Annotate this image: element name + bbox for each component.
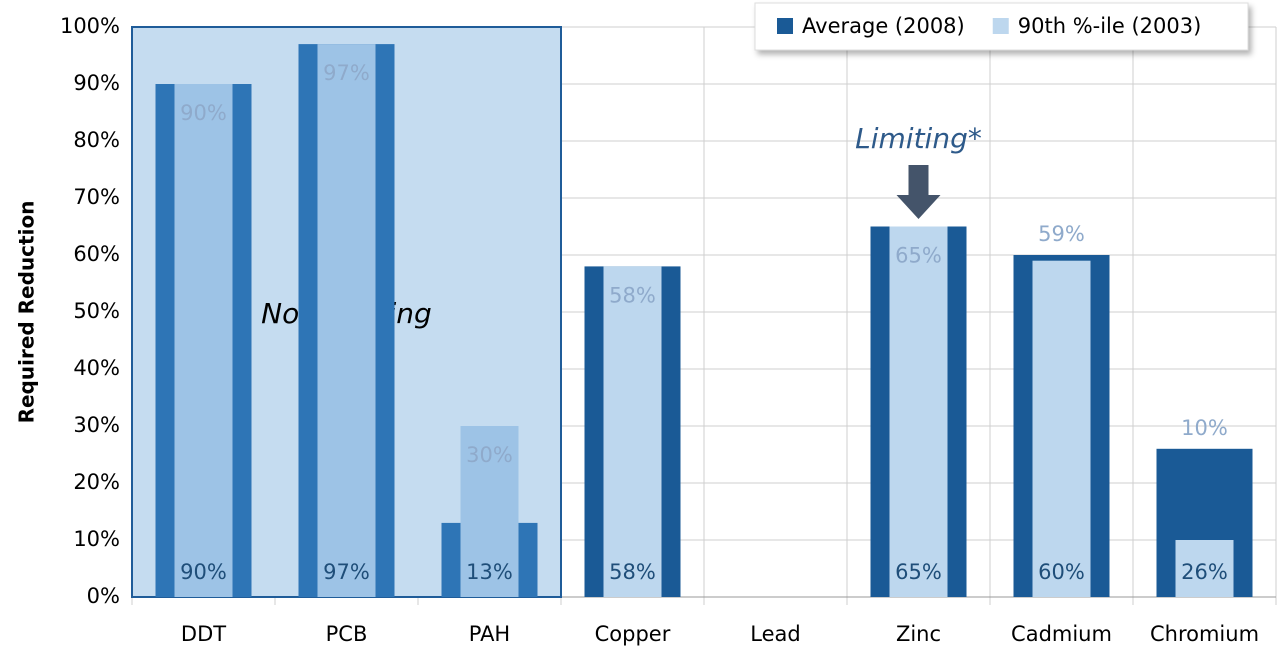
y-tick-label: 80%	[73, 128, 120, 152]
data-label: 60%	[1038, 560, 1085, 584]
y-tick-label: 20%	[73, 470, 120, 494]
x-tick-label: Cadmium	[1011, 622, 1112, 646]
bar	[174, 84, 233, 597]
bar	[460, 426, 519, 597]
x-tick-label: Zinc	[896, 622, 941, 646]
x-tick-label: DDT	[181, 622, 226, 646]
x-tick-label: Lead	[750, 622, 800, 646]
data-label: 97%	[323, 61, 370, 85]
legend-swatch	[777, 18, 793, 34]
bar	[603, 266, 662, 597]
data-label: 97%	[323, 560, 370, 584]
x-tick-label: PAH	[469, 622, 510, 646]
data-label: 65%	[895, 244, 942, 268]
y-tick-label: 40%	[73, 356, 120, 380]
data-label: 90%	[180, 101, 227, 125]
data-label: 90%	[180, 560, 227, 584]
annotation: Limiting*	[855, 122, 982, 155]
data-label: 58%	[609, 283, 656, 307]
data-label: 59%	[1038, 222, 1085, 246]
bar	[889, 226, 948, 597]
x-tick-label: Copper	[595, 622, 671, 646]
bar	[317, 44, 376, 598]
y-tick-label: 70%	[73, 185, 120, 209]
data-label: 13%	[466, 560, 513, 584]
legend-label: Average (2008)	[802, 14, 965, 38]
legend-swatch	[992, 18, 1009, 34]
y-axis-label: Required Reduction	[15, 201, 39, 424]
legend-box	[754, 2, 1249, 51]
y-tick-label: 60%	[73, 242, 120, 266]
x-tick-label: PCB	[326, 622, 368, 646]
y-tick-label: 100%	[60, 14, 120, 38]
bar	[1032, 260, 1091, 597]
y-tick-label: 50%	[73, 299, 120, 323]
data-label: 58%	[609, 560, 656, 584]
bar	[1175, 540, 1234, 597]
x-tick-label: Chromium	[1150, 622, 1259, 646]
y-tick-label: 30%	[73, 413, 120, 437]
y-tick-label: 10%	[73, 527, 120, 551]
y-tick-label: 0%	[87, 584, 120, 608]
data-label: 26%	[1181, 560, 1228, 584]
arrow	[896, 165, 941, 219]
data-label: 10%	[1181, 416, 1228, 440]
data-label: 65%	[895, 560, 942, 584]
legend: Average (2008) 90th %-ile (2003)	[754, 2, 1249, 51]
data-label: 30%	[466, 443, 513, 467]
legend-label: 90th %-ile (2003)	[1018, 14, 1202, 38]
y-tick-label: 90%	[73, 71, 120, 95]
